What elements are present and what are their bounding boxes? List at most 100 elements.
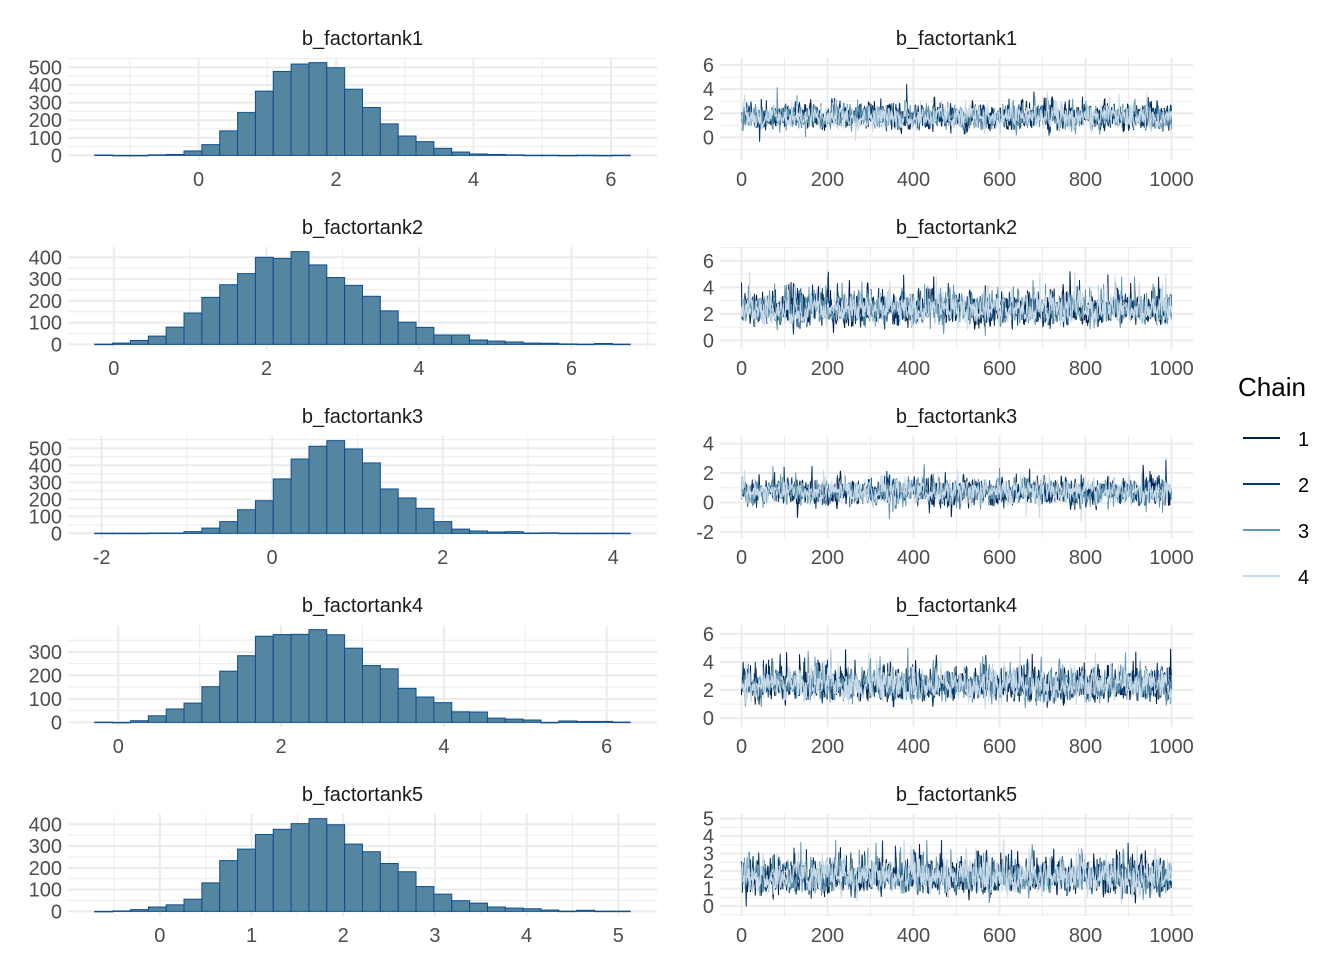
y-tick-label: 0 [51, 523, 62, 545]
histogram-bar [183, 702, 203, 723]
x-tick-label: 0 [736, 547, 747, 569]
x-tick-label: 5 [613, 925, 624, 947]
panel-title: b_factortank4 [302, 595, 423, 617]
histogram-bar [201, 527, 221, 534]
y-tick-label: 0 [51, 145, 62, 167]
histogram-bar [540, 909, 560, 912]
histogram-bar [237, 112, 256, 156]
histogram-bar [379, 488, 399, 534]
y-tick-label: 200 [29, 858, 62, 880]
histogram-bar [254, 635, 274, 723]
histogram-bar [540, 154, 560, 157]
histogram-bar [272, 634, 292, 723]
y-tick-label: 400 [29, 455, 62, 477]
histogram-bar [147, 335, 167, 345]
y-tick-label: 200 [29, 665, 62, 687]
histogram-bar [290, 633, 310, 723]
histogram-bar [254, 256, 274, 345]
histogram-bar [362, 462, 381, 534]
y-tick-label: 100 [29, 880, 62, 902]
histogram-bar [290, 251, 310, 345]
histogram-bar [326, 440, 346, 534]
x-tick-label: 0 [736, 169, 747, 191]
histogram-bar [540, 342, 560, 345]
histogram-bar [504, 154, 524, 156]
x-tick-label: 200 [811, 925, 844, 947]
histogram-bar [183, 531, 203, 534]
histogram-bar [451, 900, 471, 912]
histogram-bar [308, 62, 328, 156]
histogram-bar [326, 634, 346, 723]
x-tick-label: 0 [736, 358, 747, 380]
x-tick-label: 0 [113, 736, 124, 758]
histogram-bar [594, 720, 613, 723]
histogram-bar [112, 154, 131, 157]
histogram-bar [379, 310, 399, 345]
histogram-bar [147, 715, 167, 723]
x-tick-label: 0 [108, 358, 119, 380]
histogram-bar [237, 509, 256, 534]
y-tick-label: 400 [29, 247, 62, 269]
y-tick-label: 6 [703, 55, 714, 77]
histogram-bar [540, 721, 560, 724]
histogram-bar [112, 910, 131, 912]
y-tick-label: 2 [703, 861, 714, 883]
histogram-bar [237, 273, 256, 345]
y-tick-label: 300 [29, 836, 62, 858]
histogram-bar [201, 144, 221, 156]
histogram-bar [201, 686, 221, 723]
histogram-bar [415, 696, 435, 723]
x-tick-label: 4 [608, 547, 619, 569]
y-tick-label: 0 [703, 492, 714, 514]
x-tick-label: 2 [437, 547, 448, 569]
y-tick-label: -2 [696, 522, 714, 544]
histogram-bar [522, 719, 542, 723]
x-tick-label: 4 [521, 925, 532, 947]
histogram-bar [129, 909, 149, 912]
x-tick-label: 600 [983, 169, 1016, 191]
histogram-bar [611, 910, 631, 913]
histogram-bar [611, 721, 631, 724]
histogram-bar [219, 521, 239, 534]
histogram-bar [112, 342, 131, 345]
histogram-bar [486, 340, 506, 345]
y-tick-label: 2 [703, 463, 714, 485]
histogram-bar [308, 264, 328, 345]
histogram-bar [451, 334, 471, 345]
histogram-bar [469, 530, 488, 534]
x-tick-label: 1000 [1149, 925, 1194, 947]
y-tick-label: 100 [29, 689, 62, 711]
y-tick-label: 0 [703, 127, 714, 149]
histogram-bar [379, 668, 399, 723]
histogram-bar [576, 909, 596, 912]
histogram-bar [237, 655, 256, 723]
histogram-bar [237, 848, 256, 912]
x-tick-label: 400 [897, 736, 930, 758]
histogram-bar [94, 154, 114, 157]
histogram-bar [611, 343, 631, 346]
x-tick-label: 200 [811, 547, 844, 569]
y-tick-label: 6 [703, 624, 714, 646]
y-tick-label: 400 [29, 814, 62, 836]
y-tick-label: 100 [29, 128, 62, 150]
histogram-bar [433, 147, 453, 156]
histogram-bar [112, 721, 131, 724]
histogram-bar [165, 904, 185, 912]
y-tick-label: 6 [703, 251, 714, 273]
y-tick-label: 2 [703, 304, 714, 326]
histogram-bar [469, 711, 488, 723]
histogram-bar [504, 907, 524, 912]
legend-label: 3 [1298, 521, 1309, 543]
histogram-bar [397, 687, 417, 723]
histogram-bar [326, 277, 346, 345]
y-tick-label: 200 [29, 291, 62, 313]
x-tick-label: 400 [897, 169, 930, 191]
histogram-bar [558, 154, 578, 157]
y-tick-label: 5 [703, 809, 714, 831]
y-tick-label: 0 [703, 896, 714, 918]
